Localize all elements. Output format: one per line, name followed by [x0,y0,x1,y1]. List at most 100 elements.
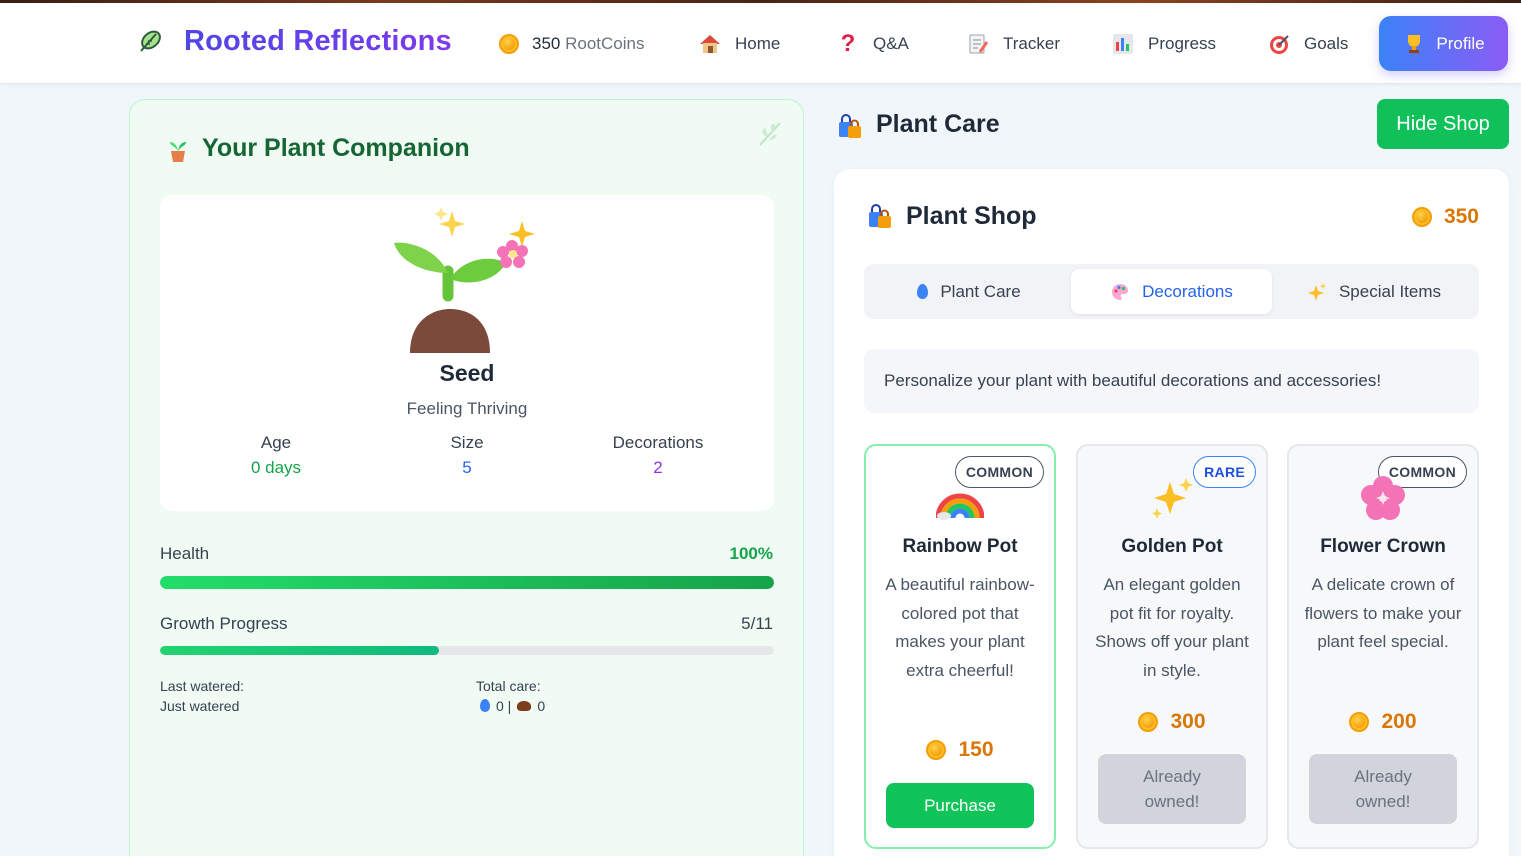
droplet-icon [480,699,490,712]
last-watered: Last watered: Just watered [160,676,244,716]
coin-balance-value: 350 [532,34,561,53]
profile-button[interactable]: Profile [1379,16,1508,71]
nav-item-progress[interactable]: Progress [1111,29,1216,59]
nav-item-qa[interactable]: ? Q&A [836,29,909,59]
stat-value: 2 [653,458,663,477]
purchase-button[interactable]: Purchase [886,783,1034,828]
stat-label: Size [450,433,484,452]
last-watered-value: Just watered [160,698,240,714]
total-care: Total care: 0 | 0 [476,676,545,716]
trophy-icon [1408,34,1421,53]
coin-balance: 350 RootCoins [499,29,644,59]
shopping-bags-icon [869,204,891,228]
already-owned-button: Already owned! [1098,754,1246,824]
last-watered-label: Last watered: [160,678,245,694]
already-owned-button: Already owned! [1309,754,1457,824]
stat-label: Age [260,433,292,452]
companion-title: Your Plant Companion [202,134,470,162]
item-description: An elegant golden pot fit for royalty. S… [1095,575,1249,680]
house-icon [700,35,720,53]
water-count: 0 | [496,698,512,714]
rainbow-icon [936,493,984,520]
stat-age: Age 0 days [176,433,376,478]
top-strip [0,0,1521,3]
notepad-icon [969,34,989,54]
shop-item-golden-pot[interactable]: RARE Golden Pot An elegant golden pot fi… [1076,444,1268,849]
plant-care-title: Plant Care [876,110,1000,138]
brand-title[interactable]: Rooted Reflections [184,25,452,57]
growth-bar-fill [160,646,440,655]
tab-label: Plant Care [940,281,1021,301]
nav-item-label: Tracker [1003,34,1060,53]
shop-item-flower-crown[interactable]: COMMON Flower Crown A delicate crown of … [1287,444,1479,849]
growth-label: Growth Progress [160,614,288,633]
coin-icon [1138,712,1159,732]
bar-chart-icon [1113,34,1133,54]
shop-tabs: Plant Care Decorations Special Items [864,264,1479,319]
health-value: 100% [729,544,773,563]
plant-companion-card: Your Plant Companion Seed Feeling Thrivi… [129,99,804,856]
shop-coin-value: 350 [1443,205,1479,228]
seedling-icon [394,207,535,353]
nav-item-label: Progress [1148,34,1217,53]
plant-display: Seed Feeling Thriving Age 0 days Size 5 … [160,195,774,511]
item-description: A delicate crown of flowers to make your… [1304,575,1462,651]
hide-shop-button[interactable]: Hide Shop [1377,99,1509,149]
potted-plant-icon [170,142,186,162]
rarity-badge: COMMON [1377,456,1467,488]
coin-balance-unit: RootCoins [565,34,645,53]
item-price: 150 [866,738,1054,762]
sparkles-icon [1152,478,1193,519]
blossom-icon [1361,476,1405,520]
tab-label: Decorations [1142,281,1233,301]
stat-size: Size 5 [367,433,567,478]
nav-item-label: Q&A [873,34,909,53]
tab-decorations[interactable]: Decorations [1071,269,1272,314]
coin-icon [926,740,947,760]
tab-special-items[interactable]: Special Items [1274,269,1474,314]
sparkles-icon [1307,282,1326,301]
target-icon [1270,35,1289,54]
item-name: Golden Pot [1121,536,1223,557]
palette-icon [1112,283,1129,300]
fertilizer-count: 0 [537,698,546,714]
coin-icon [499,34,519,54]
top-nav: Rooted Reflections 350 RootCoins Home ? … [0,3,1521,84]
shopping-bags-icon [839,114,861,138]
shop-item-rainbow-pot[interactable]: COMMON Rainbow Pot A beautiful rainbow-c… [864,444,1056,849]
stat-value: 0 days [250,458,302,477]
fertilizer-icon [517,701,532,711]
plant-stage: Seed [439,360,495,386]
item-price: 300 [1078,710,1266,734]
health-bar-fill [160,576,774,589]
growth-value: 5/11 [741,614,773,633]
nav-item-tracker[interactable]: Tracker [966,29,1060,59]
tab-plant-care[interactable]: Plant Care [869,269,1069,314]
shop-title: Plant Shop [906,202,1037,230]
nav-item-label: Home [735,34,781,53]
health-label: Health [160,544,210,563]
item-name: Flower Crown [1320,536,1446,557]
plant-shop-card: Plant Shop 350 Plant Care Decorations Sp… [834,169,1509,856]
plant-feeling: Feeling Thriving [406,399,528,418]
coin-icon [1349,712,1370,732]
total-care-label: Total care: [476,678,541,694]
shop-coin-balance: 350 [1411,205,1479,229]
stat-label: Decorations [612,433,704,452]
profile-label: Profile [1436,33,1485,53]
nav-item-home[interactable]: Home [698,29,780,59]
nav-item-label: Goals [1304,34,1349,53]
coin-icon [1411,207,1432,227]
droplet-icon [917,284,929,299]
tab-label: Special Items [1338,281,1442,301]
nav-item-goals[interactable]: Goals [1267,29,1348,59]
item-price-value: 150 [958,738,994,761]
item-name: Rainbow Pot [902,536,1018,557]
rarity-badge: COMMON [954,456,1044,488]
item-price: 200 [1289,710,1477,734]
category-description: Personalize your plant with beautiful de… [864,349,1479,413]
rarity-badge: RARE [1193,456,1256,488]
leaf-decoration-icon [759,122,781,146]
item-price-value: 200 [1381,710,1417,733]
item-price-value: 300 [1170,710,1206,733]
